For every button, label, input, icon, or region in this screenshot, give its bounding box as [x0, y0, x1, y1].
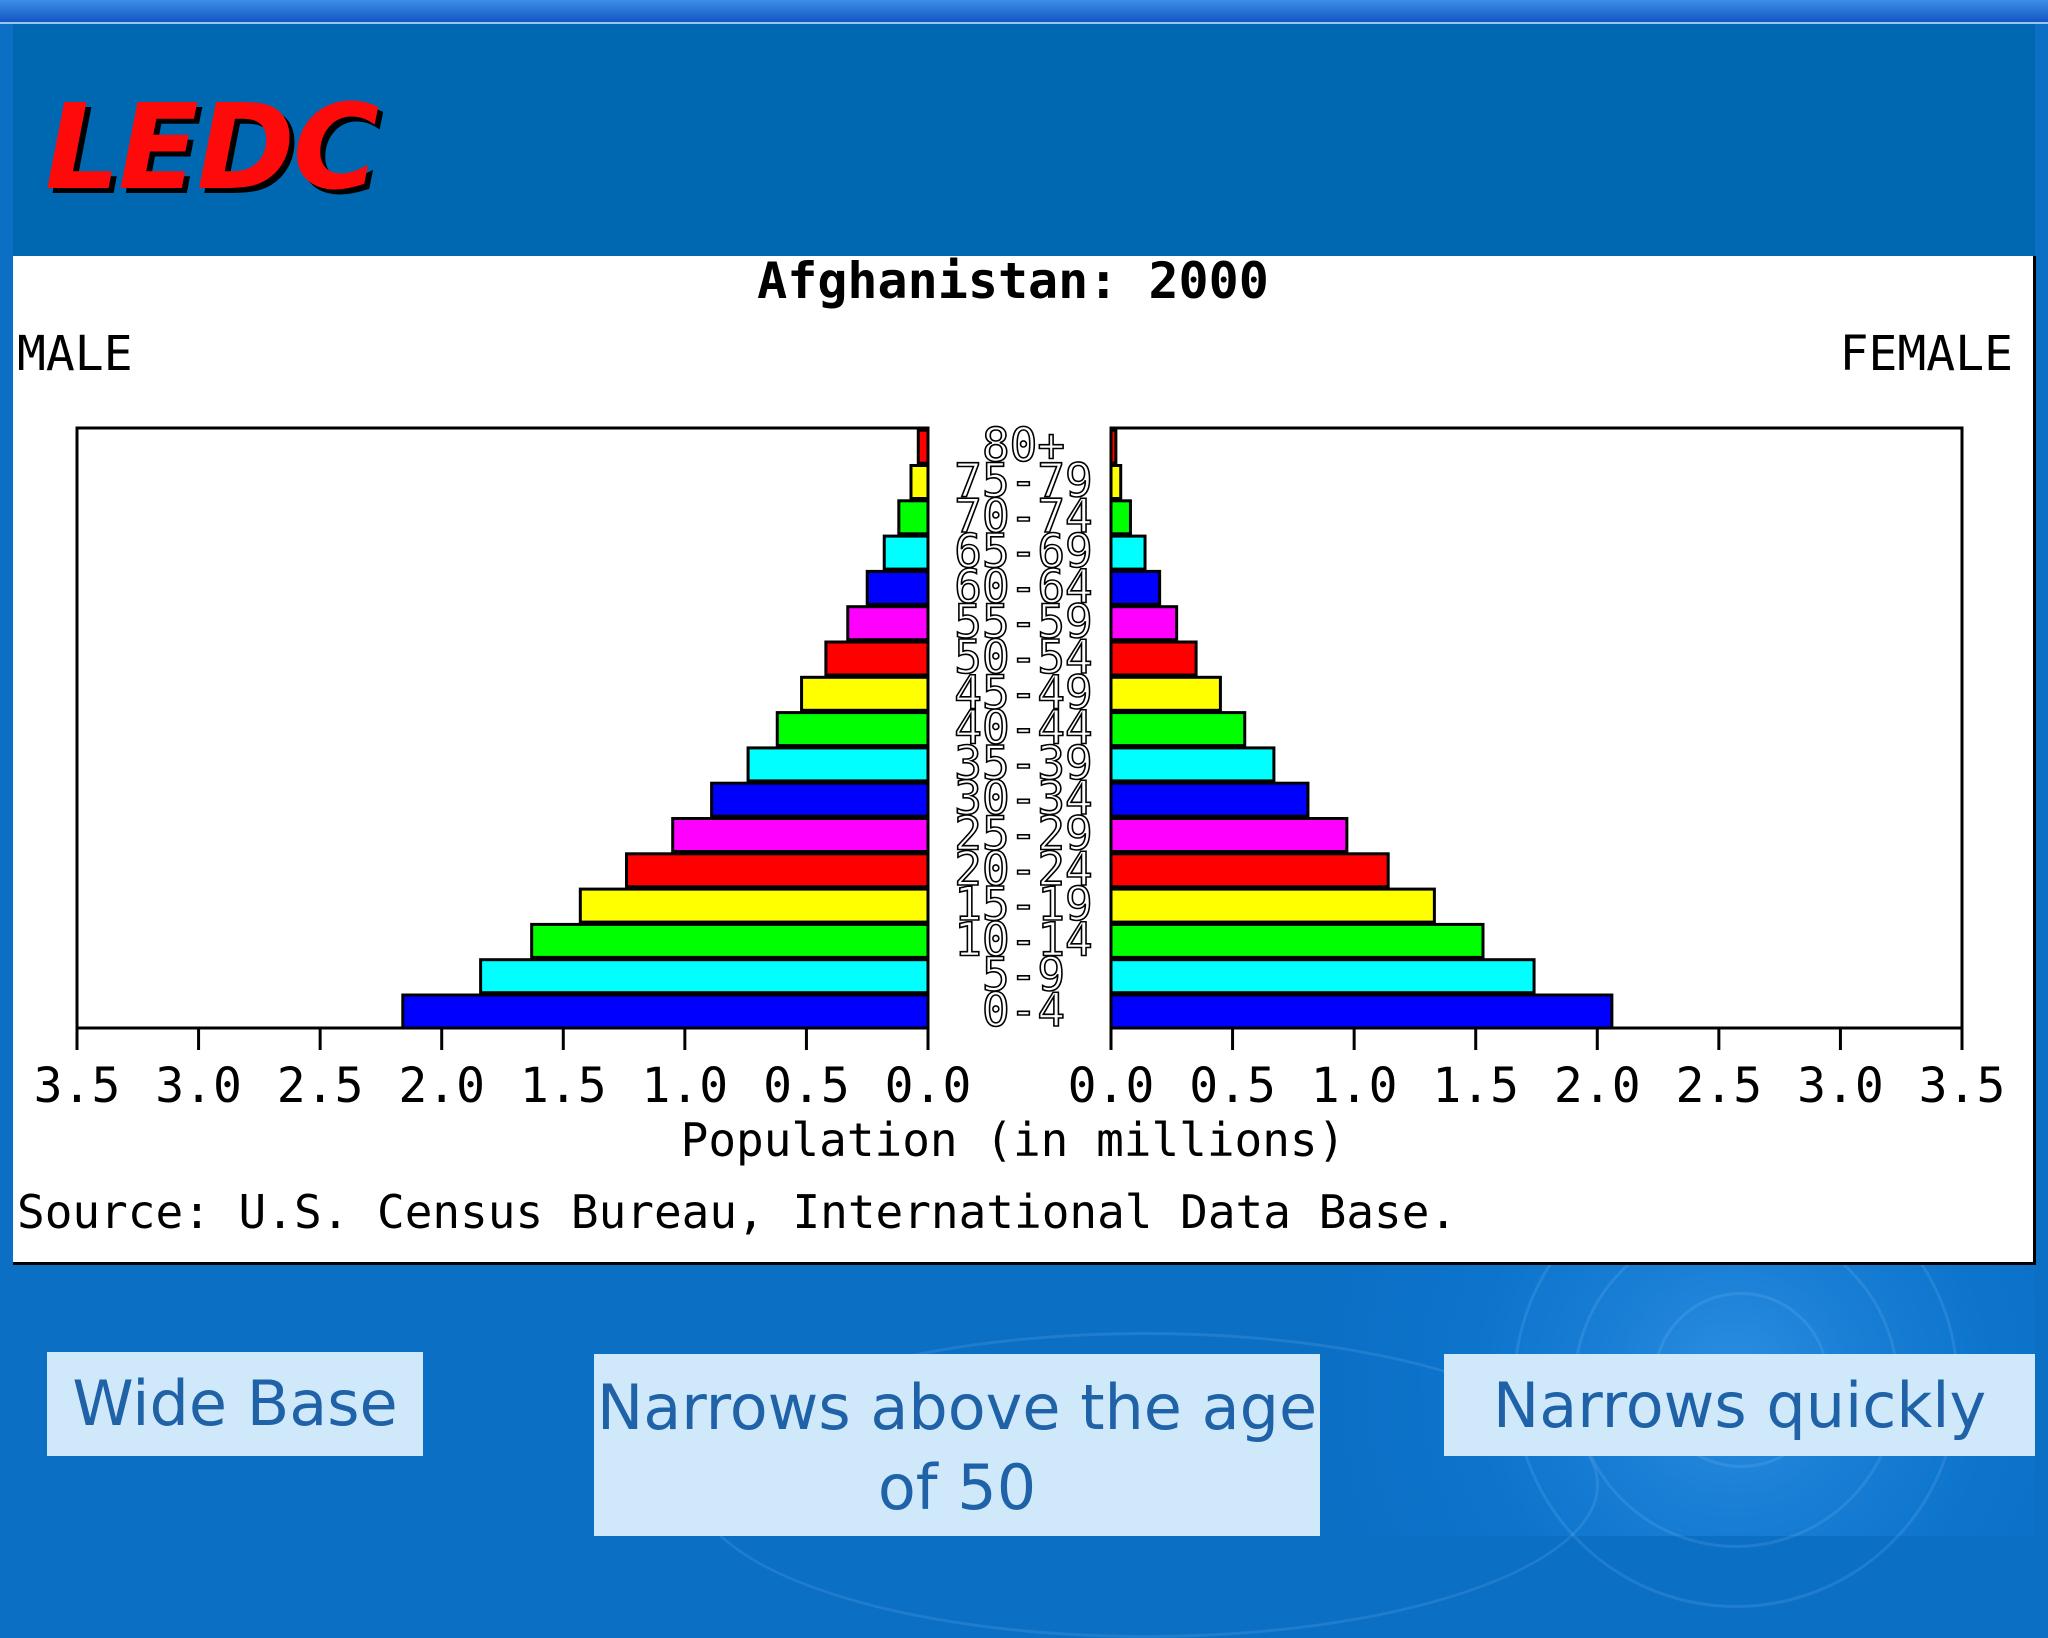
age-label-0-4: 0-4: [982, 983, 1065, 1037]
female-bar-25-29: [1109, 817, 1349, 853]
male-tick-label: 0.0: [885, 1058, 972, 1114]
female-tick-label: 2.0: [1554, 1058, 1641, 1114]
female-bar-70-74: [1109, 499, 1132, 536]
female-tick-label: 1.0: [1311, 1058, 1398, 1114]
female-bar-55-59: [1109, 605, 1179, 642]
age-label-80+: 80+: [982, 418, 1065, 472]
chart-title: Afghanistan: 2000: [757, 256, 1269, 310]
male-bar-50-54: [824, 640, 930, 677]
female-tick-label: 3.5: [1919, 1058, 2006, 1114]
age-label-40-44: 40-44: [954, 701, 1092, 755]
slide-header-band: [13, 24, 2035, 256]
female-bar-40-44: [1109, 711, 1247, 748]
female-bar-50-54: [1109, 640, 1198, 677]
female-bar-60-64: [1109, 569, 1162, 606]
female-bar-80+: [1109, 428, 1118, 465]
female-tick-label: 2.5: [1676, 1058, 1763, 1114]
caption-narrows-above-50: Narrows above the age of 50: [594, 1354, 1320, 1536]
female-bar-0-4: [1109, 993, 1614, 1030]
female-bar-15-19: [1109, 887, 1436, 924]
age-label-35-39: 35-39: [954, 736, 1092, 790]
male-bar-5-9: [479, 958, 930, 995]
source-note: Source: U.S. Census Bureau, Internationa…: [17, 1185, 1457, 1239]
age-label-15-19: 15-19: [954, 877, 1092, 931]
age-label-25-29: 25-29: [954, 807, 1092, 861]
age-label-60-64: 60-64: [954, 559, 1092, 613]
age-label-50-54: 50-54: [954, 630, 1092, 684]
male-tick-label: 2.5: [277, 1058, 364, 1114]
caption-narrows-quickly: Narrows quickly: [1444, 1354, 2035, 1456]
male-bar-25-29: [671, 817, 930, 853]
male-bar-70-74: [897, 499, 930, 536]
male-bar-55-59: [846, 605, 930, 642]
male-tick-label: 1.0: [642, 1058, 729, 1114]
female-tick-label: 3.0: [1797, 1058, 1884, 1114]
female-bar-35-39: [1109, 746, 1276, 783]
age-label-65-69: 65-69: [954, 524, 1092, 578]
window-top-strip: [0, 0, 2048, 24]
female-bar-10-14: [1109, 922, 1485, 959]
age-label-55-59: 55-59: [954, 595, 1092, 649]
female-bar-75-79: [1109, 464, 1123, 500]
population-pyramid-panel: Afghanistan: 2000 MALE FEMALE 0-4 5-9 10-1…: [13, 256, 2036, 1265]
male-bar-35-39: [746, 746, 930, 783]
female-bar-5-9: [1109, 958, 1536, 995]
female-bar-30-34: [1109, 781, 1310, 818]
male-bar-75-79: [909, 464, 930, 500]
male-bar-15-19: [578, 887, 930, 924]
male-bar-45-49: [800, 675, 930, 712]
male-bar-40-44: [775, 711, 930, 748]
male-label: MALE: [17, 326, 133, 382]
male-bar-80+: [916, 428, 930, 465]
male-bar-10-14: [530, 922, 930, 959]
age-label-5-9: 5-9: [982, 948, 1065, 1002]
female-tick-label: 1.5: [1432, 1058, 1519, 1114]
male-bar-60-64: [865, 569, 930, 606]
age-label-70-74: 70-74: [954, 489, 1092, 543]
male-tick-label: 3.5: [34, 1058, 121, 1114]
caption-wide-base: Wide Base: [47, 1352, 423, 1456]
male-tick-label: 3.0: [155, 1058, 242, 1114]
age-label-45-49: 45-49: [954, 665, 1092, 719]
age-label-20-24: 20-24: [954, 842, 1092, 896]
x-axis-label: Population (in millions): [681, 1113, 1346, 1167]
male-bar-20-24: [625, 852, 930, 889]
slide-title: LEDC: [45, 78, 379, 216]
age-label-30-34: 30-34: [954, 771, 1092, 825]
female-bar-20-24: [1109, 852, 1390, 889]
male-tick-label: 1.5: [520, 1058, 607, 1114]
female-bar-65-69: [1109, 534, 1147, 571]
male-tick-label: 2.0: [398, 1058, 485, 1114]
female-tick-label: 0.0: [1068, 1058, 1155, 1114]
population-pyramid-chart: Afghanistan: 2000 MALE FEMALE 0-45-910-1…: [17, 256, 2013, 1239]
male-bar-0-4: [401, 993, 930, 1030]
female-bar-45-49: [1109, 675, 1222, 712]
female-label: FEMALE: [1840, 326, 2013, 382]
male-tick-label: 0.5: [763, 1058, 850, 1114]
male-bar-30-34: [710, 781, 930, 818]
age-label-10-14: 10-14: [954, 912, 1092, 966]
age-label-75-79: 75-79: [954, 454, 1092, 508]
female-tick-label: 0.5: [1189, 1058, 1276, 1114]
male-bar-65-69: [882, 534, 930, 571]
